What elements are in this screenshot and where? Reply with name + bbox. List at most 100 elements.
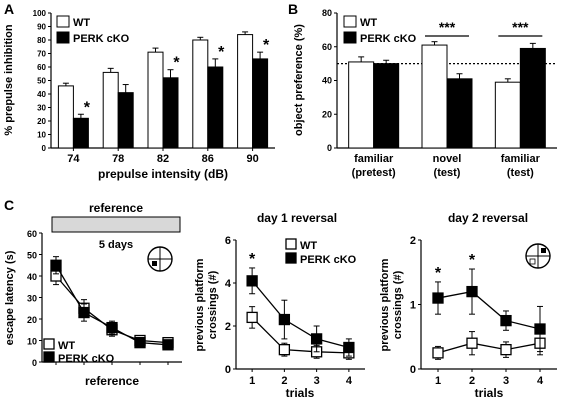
bar bbox=[519, 47, 546, 149]
significance-star: * bbox=[173, 55, 180, 72]
legend-label: WT bbox=[58, 340, 75, 352]
x-tick-label: 90 bbox=[246, 153, 258, 165]
legend-label: PERK cKO bbox=[58, 353, 115, 365]
y-axis-label: object preference (%) bbox=[293, 24, 305, 136]
x-tick-label: 78 bbox=[112, 153, 124, 165]
data-point bbox=[432, 347, 444, 359]
y-tick-label: 0 bbox=[42, 144, 47, 153]
bar bbox=[494, 81, 521, 149]
panel-c-reference: 0 10 20 30 40 50 60 escape latency (s) reference… bbox=[4, 201, 182, 388]
bar bbox=[348, 61, 375, 149]
x-tick-label: 4 bbox=[537, 375, 544, 387]
y-tick-label: 30 bbox=[27, 294, 37, 304]
platform-icon bbox=[152, 261, 157, 266]
x-tick-label: 2 bbox=[469, 375, 475, 387]
y-axis-label: previous platformcrossings (#) bbox=[379, 258, 404, 351]
x-tick-label: familiar (test) bbox=[501, 153, 541, 179]
y-tick-label: 40 bbox=[27, 272, 37, 282]
legend-swatch bbox=[343, 15, 357, 28]
panel-letter-b: B bbox=[288, 1, 298, 17]
significance-star: * bbox=[469, 252, 476, 269]
data-point bbox=[500, 343, 512, 356]
legend-label: PERK cKO bbox=[300, 254, 357, 266]
legend-swatch bbox=[43, 338, 55, 350]
x-tick-label: 3 bbox=[503, 375, 509, 387]
x-tick-label: familiar (pretest) bbox=[352, 153, 396, 179]
chart-title: day 1 reversal bbox=[257, 211, 337, 225]
bar bbox=[446, 78, 473, 149]
bar bbox=[57, 85, 74, 149]
y-tick-label: 20 bbox=[27, 315, 37, 325]
x-axis-label: trials bbox=[475, 386, 504, 400]
bar bbox=[117, 92, 134, 149]
data-point bbox=[134, 336, 146, 349]
panel-letter-c: C bbox=[4, 197, 14, 213]
y-tick-label: 0 bbox=[327, 143, 332, 153]
x-tick-label: novel (test) bbox=[433, 153, 462, 179]
y-tick-label: 60 bbox=[37, 63, 46, 72]
bar bbox=[252, 58, 269, 149]
chart-title: day 2 reversal bbox=[448, 211, 528, 225]
maze-reversal-icon bbox=[525, 243, 551, 269]
legend-swatch bbox=[56, 15, 70, 28]
series-line bbox=[251, 280, 350, 349]
bar bbox=[207, 66, 224, 149]
bar bbox=[162, 77, 179, 149]
y-tick-label: 80 bbox=[37, 36, 46, 45]
y-tick-label: 0 bbox=[32, 358, 37, 368]
legend-label: PERK cKO bbox=[73, 33, 130, 45]
legend-label: WT bbox=[73, 17, 90, 29]
significance-stars: *** bbox=[512, 19, 529, 35]
data-point bbox=[278, 343, 291, 356]
bar bbox=[373, 63, 400, 149]
bar bbox=[147, 51, 164, 149]
significance-star: * bbox=[218, 44, 225, 61]
y-tick-label: 50 bbox=[37, 77, 46, 86]
y-tick-label: 100 bbox=[33, 9, 47, 18]
y-tick-label: 90 bbox=[37, 23, 46, 32]
y-tick-label: 0 bbox=[410, 364, 416, 376]
y-tick-label: 2 bbox=[225, 321, 231, 333]
panel-letter-a: A bbox=[4, 1, 14, 17]
y-tick-label: 70 bbox=[37, 50, 46, 59]
legend-swatch bbox=[43, 351, 55, 363]
x-tick-label: 4 bbox=[346, 375, 353, 387]
data-point bbox=[432, 292, 444, 304]
x-axis-label: reference bbox=[85, 374, 139, 388]
y-tick-label: 4 bbox=[225, 278, 232, 290]
data-point bbox=[246, 275, 258, 287]
legend-swatch bbox=[343, 31, 357, 44]
y-axis-label: % prepulse inhibition bbox=[3, 24, 15, 136]
y-axis-label: previous platformcrossings (#) bbox=[194, 258, 219, 351]
x-axis-label: trials bbox=[286, 386, 315, 400]
reference-bar bbox=[51, 216, 181, 233]
legend-swatch bbox=[285, 252, 297, 264]
series-line bbox=[437, 290, 541, 330]
y-tick-label: 20 bbox=[322, 109, 332, 119]
significance-star: * bbox=[249, 251, 256, 268]
data-point bbox=[106, 321, 118, 334]
panel-c-day2-reversal: 0 1 2 1 2 3 4 * * day 2 reversal previous platform… bbox=[379, 211, 557, 400]
y-tick-label: 40 bbox=[37, 90, 46, 99]
x-axis-label: prepulse intensity (dB) bbox=[98, 167, 228, 181]
legend-label: PERK cKO bbox=[360, 33, 417, 45]
y-tick-label: 40 bbox=[322, 76, 332, 86]
y-tick-label: 10 bbox=[27, 337, 37, 347]
panel-a: 0 10 20 30 40 50 60 70 80 90 100 74 78 82 86 90 * * * * % pr… bbox=[3, 9, 275, 181]
platform-icon bbox=[541, 248, 546, 253]
x-tick-label: 82 bbox=[157, 153, 169, 165]
x-tick-label: 3 bbox=[314, 375, 320, 387]
bar bbox=[421, 44, 448, 149]
legend-swatch bbox=[285, 238, 297, 250]
bar bbox=[237, 34, 254, 149]
data-point bbox=[500, 314, 512, 327]
x-tick-label: 86 bbox=[202, 153, 214, 165]
y-tick-label: 1 bbox=[410, 300, 416, 312]
y-tick-label: 10 bbox=[37, 131, 46, 140]
significance-star: * bbox=[263, 37, 270, 54]
data-point bbox=[534, 323, 546, 335]
data-point bbox=[78, 306, 90, 319]
panel-b: 0 20 40 60 80 familiar (pretest) novel (test) fam… bbox=[293, 8, 557, 179]
significance-stars: *** bbox=[439, 19, 456, 35]
